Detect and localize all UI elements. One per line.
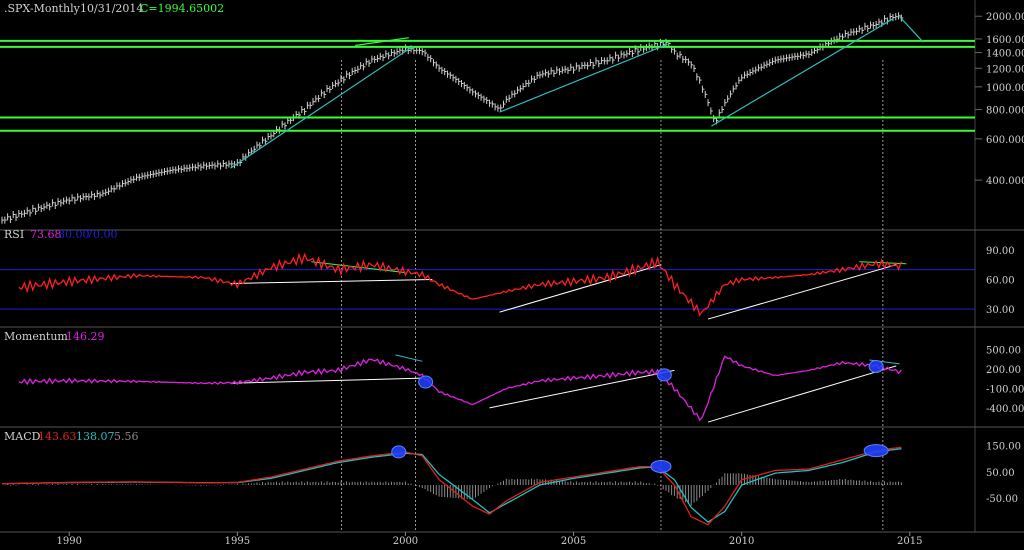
price-y-ticks: 2000.000 1600.000 1400.000 1200.000 1000.000… (986, 12, 1024, 187)
momentum-tick-label: -400.00 (986, 404, 1024, 415)
rsi-bands (0, 269, 975, 310)
signal-value: 138.07 (76, 430, 115, 443)
momentum-trendlines (230, 354, 900, 423)
trendline (899, 16, 924, 43)
macd-tick-label: -50.00 (986, 494, 1018, 505)
macd-y-ticks: 150.00 50.00 -50.00 (986, 441, 1021, 505)
momentum-markers (418, 359, 884, 389)
macd-series (1, 446, 902, 526)
price-tick-label: 400.000 (986, 176, 1024, 187)
rsi-series (18, 252, 903, 317)
rsi-tick-label: 30.00 (986, 305, 1015, 316)
macd-marker-circle (863, 444, 889, 458)
momentum-panel: 500.00 200.00 -100.00 -400.00 Momentum 146.… (4, 330, 1024, 423)
price-tick-label: 1000.000 (986, 83, 1024, 94)
trendline (711, 18, 894, 127)
rsi-trendline (230, 279, 433, 284)
rsi-trendline (707, 264, 897, 320)
momentum-trendline (489, 369, 675, 409)
momentum-tick-label: 500.00 (986, 346, 1021, 357)
x-tick-label: 1995 (225, 536, 250, 546)
rsi-line (18, 252, 903, 317)
rsi-trendline (499, 264, 662, 313)
momentum-trendline (230, 377, 423, 384)
momentum-value: 146.29 (66, 330, 105, 343)
macd-markers (391, 444, 889, 473)
momentum-tick-label: 200.00 (986, 365, 1021, 376)
trendline (230, 46, 413, 169)
price-tick-label: 1600.000 (986, 35, 1024, 46)
momentum-marker-circle (656, 368, 672, 382)
rsi-trendline (311, 261, 406, 274)
price-tick-label: 800.000 (986, 106, 1024, 117)
rsi-panel: 90.00 60.00 30.00 RSI 73.68 30.00 70.00 (0, 228, 1015, 320)
price-trendlines (230, 16, 924, 169)
momentum-trendline (395, 354, 423, 362)
macd-marker-circle (391, 445, 407, 459)
rsi-y-ticks: 90.00 60.00 30.00 (986, 246, 1015, 316)
x-tick-label: 1990 (57, 536, 82, 546)
trendline (354, 37, 409, 47)
momentum-trendline (707, 365, 897, 423)
macd-marker-circle (650, 459, 672, 473)
macd-tick-label: 150.00 (986, 441, 1021, 452)
x-tick-label: 2000 (393, 536, 418, 546)
symbol-label: .SPX-Monthly (4, 2, 81, 15)
macd-value: 143.63 (38, 430, 77, 443)
panel-frames (0, 0, 1024, 533)
rsi-value: 73.68 (30, 228, 62, 241)
x-tick-label: 2015 (897, 536, 922, 546)
momentum-tick-label: -100.00 (986, 384, 1024, 395)
rsi-title: RSI (4, 228, 24, 241)
price-grid (975, 15, 982, 181)
momentum-title: Momentum (4, 330, 68, 343)
price-tick-label: 1400.000 (986, 49, 1024, 60)
macd-title: MACD (4, 430, 41, 443)
momentum-series (18, 355, 902, 422)
price-tick-label: 2000.000 (986, 12, 1024, 23)
price-panel: 2000.000 1600.000 1400.000 1200.000 1000.000… (0, 2, 1024, 224)
x-tick-label: 2005 (561, 536, 586, 546)
histogram-value: 5.56 (114, 430, 139, 443)
x-tick-label: 2010 (729, 536, 754, 546)
rsi-trendlines (230, 261, 907, 320)
rsi-tick-label: 60.00 (986, 276, 1015, 287)
support-resistance-lines (0, 39, 975, 132)
macd-panel: 150.00 50.00 -50.00 MACD 143.63 138.07 5.5… (1, 430, 1021, 526)
macd-tick-label: 50.00 (986, 468, 1015, 479)
trendline (499, 43, 668, 113)
macd-lines (1, 446, 902, 526)
momentum-y-ticks: 500.00 200.00 -100.00 -400.00 (986, 346, 1024, 415)
rsi-low-band: 30.00 (58, 228, 90, 241)
price-tick-label: 600.000 (986, 135, 1024, 146)
momentum-marker-circle (868, 359, 884, 373)
momentum-line (18, 355, 902, 422)
rsi-tick-label: 90.00 (986, 246, 1015, 257)
price-tick-label: 1200.000 (986, 64, 1024, 75)
rsi-high-band: 70.00 (86, 228, 118, 241)
momentum-marker-circle (418, 375, 434, 389)
date-label: 10/31/2014 (80, 2, 143, 15)
price-bars (1, 12, 904, 224)
x-axis: 1990 1995 2000 2005 2010 2015 (57, 532, 922, 547)
close-label: C=1994.65002 (140, 2, 224, 15)
